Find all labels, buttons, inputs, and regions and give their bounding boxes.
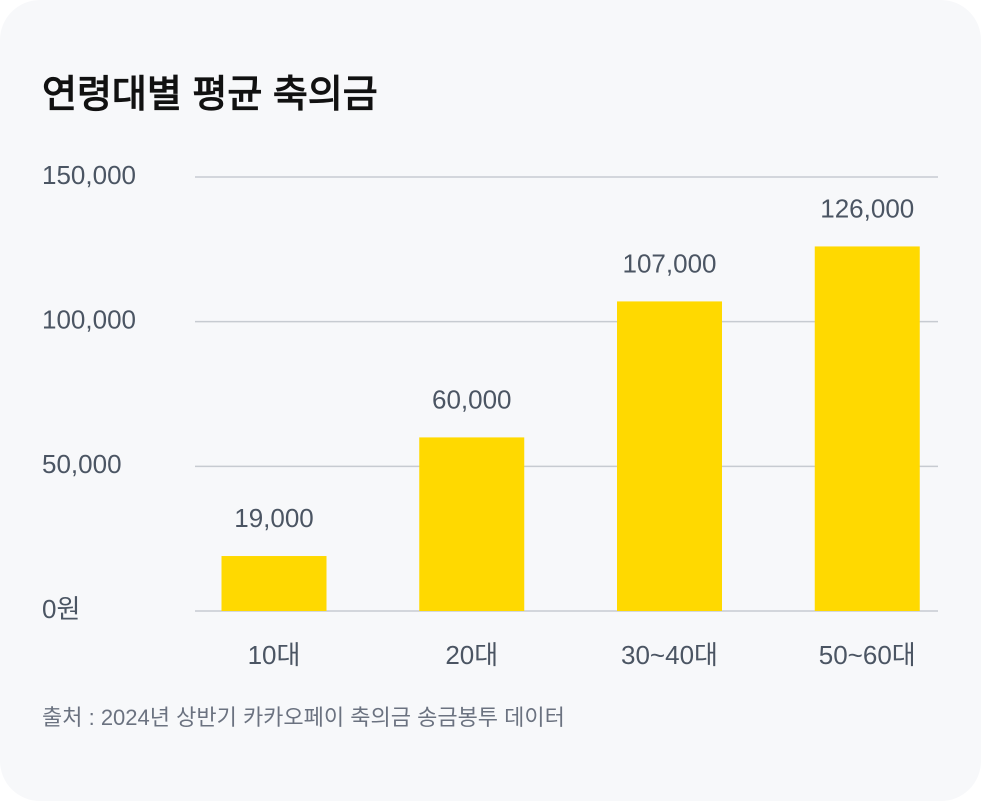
x-tick-label: 30~40대 <box>621 640 718 670</box>
bar <box>617 301 722 611</box>
x-tick-label: 10대 <box>248 640 301 670</box>
chart-title: 연령대별 평균 축의금 <box>42 74 378 116</box>
x-tick-label: 50~60대 <box>819 640 916 670</box>
y-tick-label: 100,000 <box>42 305 136 335</box>
y-tick-label: 50,000 <box>42 449 122 479</box>
x-tick-label: 20대 <box>445 640 498 670</box>
value-label: 126,000 <box>820 193 914 223</box>
y-tick-label: 0원 <box>42 594 80 624</box>
bar <box>419 437 525 611</box>
y-tick-label: 150,000 <box>42 160 136 190</box>
value-label: 60,000 <box>432 384 512 414</box>
bar <box>221 556 327 611</box>
value-label: 107,000 <box>623 248 717 278</box>
bar <box>814 246 920 611</box>
value-label: 19,000 <box>234 503 314 533</box>
source-note: 출처 : 2024년 상반기 카카오페이 축의금 송금봉투 데이터 <box>42 705 565 730</box>
